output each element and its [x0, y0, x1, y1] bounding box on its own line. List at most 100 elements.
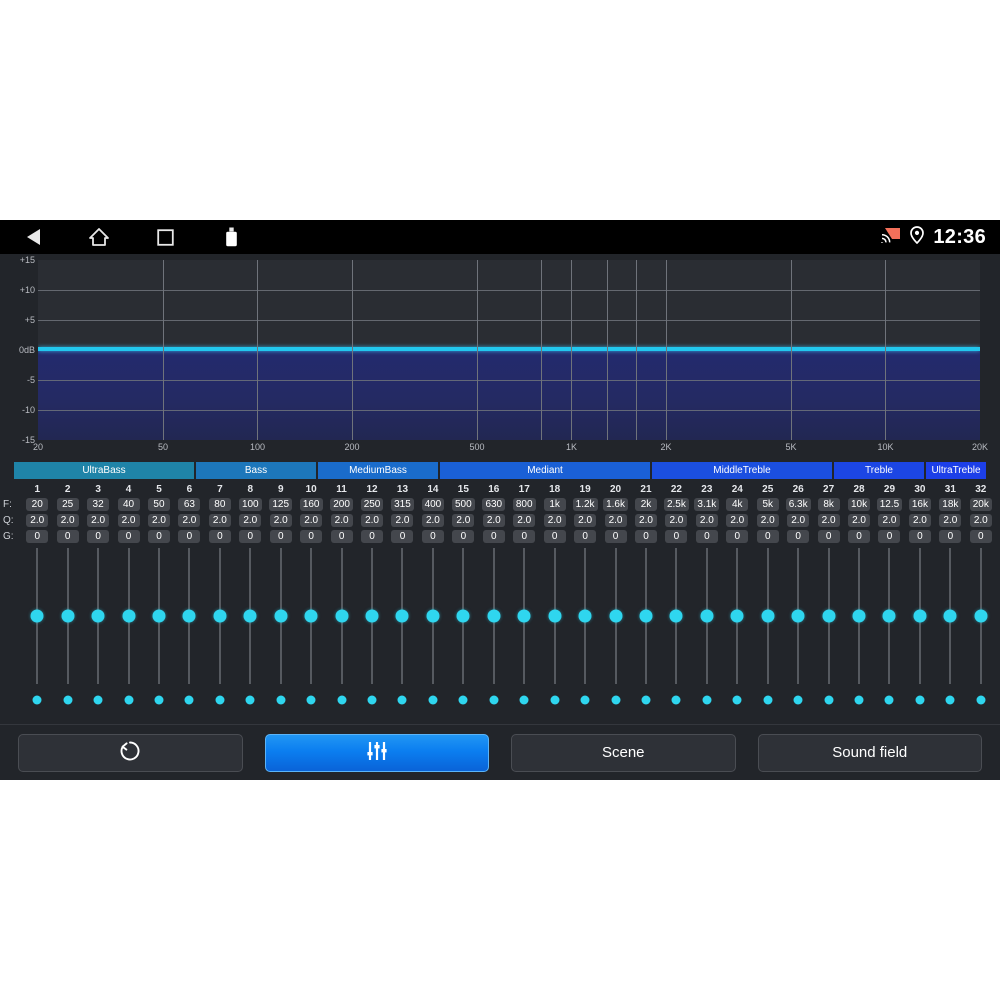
q-slider-thumb[interactable]	[824, 695, 834, 705]
frequency-chip[interactable]: 25	[56, 498, 79, 511]
band-group-mediant[interactable]: Mediant	[440, 462, 652, 479]
q-chip[interactable]: 2.0	[361, 514, 384, 527]
frequency-chip[interactable]: 63	[178, 498, 201, 511]
frequency-chip[interactable]: 20k	[969, 498, 992, 511]
frequency-chip[interactable]: 16k	[908, 498, 931, 511]
q-slider-thumb[interactable]	[580, 695, 590, 705]
gain-chip[interactable]: 0	[178, 530, 201, 543]
q-slider-thumb[interactable]	[976, 695, 986, 705]
graph-plot-area[interactable]	[38, 260, 980, 440]
gain-chip[interactable]: 0	[147, 530, 170, 543]
gain-slider-thumb[interactable]	[213, 609, 227, 623]
gain-slider-thumb[interactable]	[852, 609, 866, 623]
recents-icon[interactable]	[132, 220, 198, 254]
band-group-ultratreble[interactable]: UltraTreble	[926, 462, 986, 479]
q-chip[interactable]: 2.0	[391, 514, 414, 527]
gain-chip[interactable]: 0	[300, 530, 323, 543]
gain-slider-thumb[interactable]	[152, 609, 166, 623]
q-slider-thumb[interactable]	[641, 695, 651, 705]
gain-chip[interactable]: 0	[421, 530, 444, 543]
gain-chip[interactable]: 0	[756, 530, 779, 543]
q-slider-thumb[interactable]	[215, 695, 225, 705]
q-chip[interactable]: 2.0	[817, 514, 840, 527]
q-chip[interactable]: 2.0	[513, 514, 536, 527]
gain-chip[interactable]: 0	[634, 530, 657, 543]
frequency-chip[interactable]: 125	[269, 498, 293, 511]
q-slider-thumb[interactable]	[32, 695, 42, 705]
q-slider-thumb[interactable]	[276, 695, 286, 705]
gain-chip[interactable]: 0	[26, 530, 49, 543]
gain-chip[interactable]: 0	[604, 530, 627, 543]
q-chip[interactable]: 2.0	[26, 514, 49, 527]
gain-slider-thumb[interactable]	[669, 609, 683, 623]
q-chip[interactable]: 2.0	[908, 514, 931, 527]
q-chip[interactable]: 2.0	[756, 514, 779, 527]
q-chip[interactable]: 2.0	[178, 514, 201, 527]
q-slider-thumb[interactable]	[550, 695, 560, 705]
scene-button[interactable]: Scene	[511, 733, 736, 772]
gain-chip[interactable]: 0	[695, 530, 718, 543]
q-slider-thumb[interactable]	[611, 695, 621, 705]
gain-slider-thumb[interactable]	[426, 609, 440, 623]
gain-slider-thumb[interactable]	[609, 609, 623, 623]
q-slider-thumb[interactable]	[245, 695, 255, 705]
gain-chip[interactable]: 0	[452, 530, 475, 543]
usb-icon[interactable]	[198, 220, 264, 254]
gain-chip[interactable]: 0	[787, 530, 810, 543]
q-slider-thumb[interactable]	[793, 695, 803, 705]
gain-slider-thumb[interactable]	[822, 609, 836, 623]
q-slider-thumb[interactable]	[367, 695, 377, 705]
q-chip[interactable]: 2.0	[300, 514, 323, 527]
gain-slider-thumb[interactable]	[30, 609, 44, 623]
gain-chip[interactable]: 0	[361, 530, 384, 543]
frequency-chip[interactable]: 800	[512, 498, 536, 511]
gain-slider-thumb[interactable]	[122, 609, 136, 623]
gain-slider-thumb[interactable]	[517, 609, 531, 623]
q-slider-thumb[interactable]	[702, 695, 712, 705]
frequency-chip[interactable]: 200	[330, 498, 353, 511]
q-slider-thumb[interactable]	[93, 695, 103, 705]
frequency-chip[interactable]: 80	[208, 498, 231, 511]
gain-slider-thumb[interactable]	[304, 609, 318, 623]
band-group-middletreble[interactable]: MiddleTreble	[652, 462, 834, 479]
q-chip[interactable]: 2.0	[604, 514, 627, 527]
gain-slider-thumb[interactable]	[548, 609, 562, 623]
gain-chip[interactable]: 0	[726, 530, 749, 543]
gain-slider-thumb[interactable]	[335, 609, 349, 623]
frequency-chip[interactable]: 6.3k	[785, 498, 811, 511]
band-group-treble[interactable]: Treble	[834, 462, 926, 479]
back-icon[interactable]	[0, 220, 66, 254]
gain-chip[interactable]: 0	[665, 530, 688, 543]
q-slider-thumb[interactable]	[732, 695, 742, 705]
q-chip[interactable]: 2.0	[87, 514, 110, 527]
gain-chip[interactable]: 0	[908, 530, 931, 543]
q-slider-thumb[interactable]	[519, 695, 529, 705]
gain-slider-thumb[interactable]	[913, 609, 927, 623]
gain-chip[interactable]: 0	[848, 530, 871, 543]
gain-chip[interactable]: 0	[87, 530, 110, 543]
frequency-chip[interactable]: 2.5k	[663, 498, 689, 511]
gain-chip[interactable]: 0	[239, 530, 262, 543]
frequency-chip[interactable]: 630	[482, 498, 506, 511]
gain-chip[interactable]: 0	[939, 530, 962, 543]
gain-chip[interactable]: 0	[208, 530, 231, 543]
q-chip[interactable]: 2.0	[787, 514, 810, 527]
q-chip[interactable]: 2.0	[452, 514, 475, 527]
q-chip[interactable]: 2.0	[269, 514, 292, 527]
q-slider-thumb[interactable]	[124, 695, 134, 705]
band-group-bass[interactable]: Bass	[196, 462, 318, 479]
q-slider-thumb[interactable]	[337, 695, 347, 705]
q-slider-thumb[interactable]	[915, 695, 925, 705]
frequency-chip[interactable]: 250	[360, 498, 384, 511]
q-chip[interactable]: 2.0	[726, 514, 749, 527]
gain-chip[interactable]: 0	[969, 530, 992, 543]
q-slider-thumb[interactable]	[458, 695, 468, 705]
q-slider-thumb[interactable]	[397, 695, 407, 705]
band-group-ultrabass[interactable]: UltraBass	[14, 462, 196, 479]
frequency-chip[interactable]: 1.6k	[603, 498, 628, 511]
gain-slider-thumb[interactable]	[487, 609, 501, 623]
home-icon[interactable]	[66, 220, 132, 254]
gain-slider-thumb[interactable]	[761, 609, 775, 623]
gain-slider-thumb[interactable]	[243, 609, 257, 623]
frequency-chip[interactable]: 160	[299, 498, 323, 511]
